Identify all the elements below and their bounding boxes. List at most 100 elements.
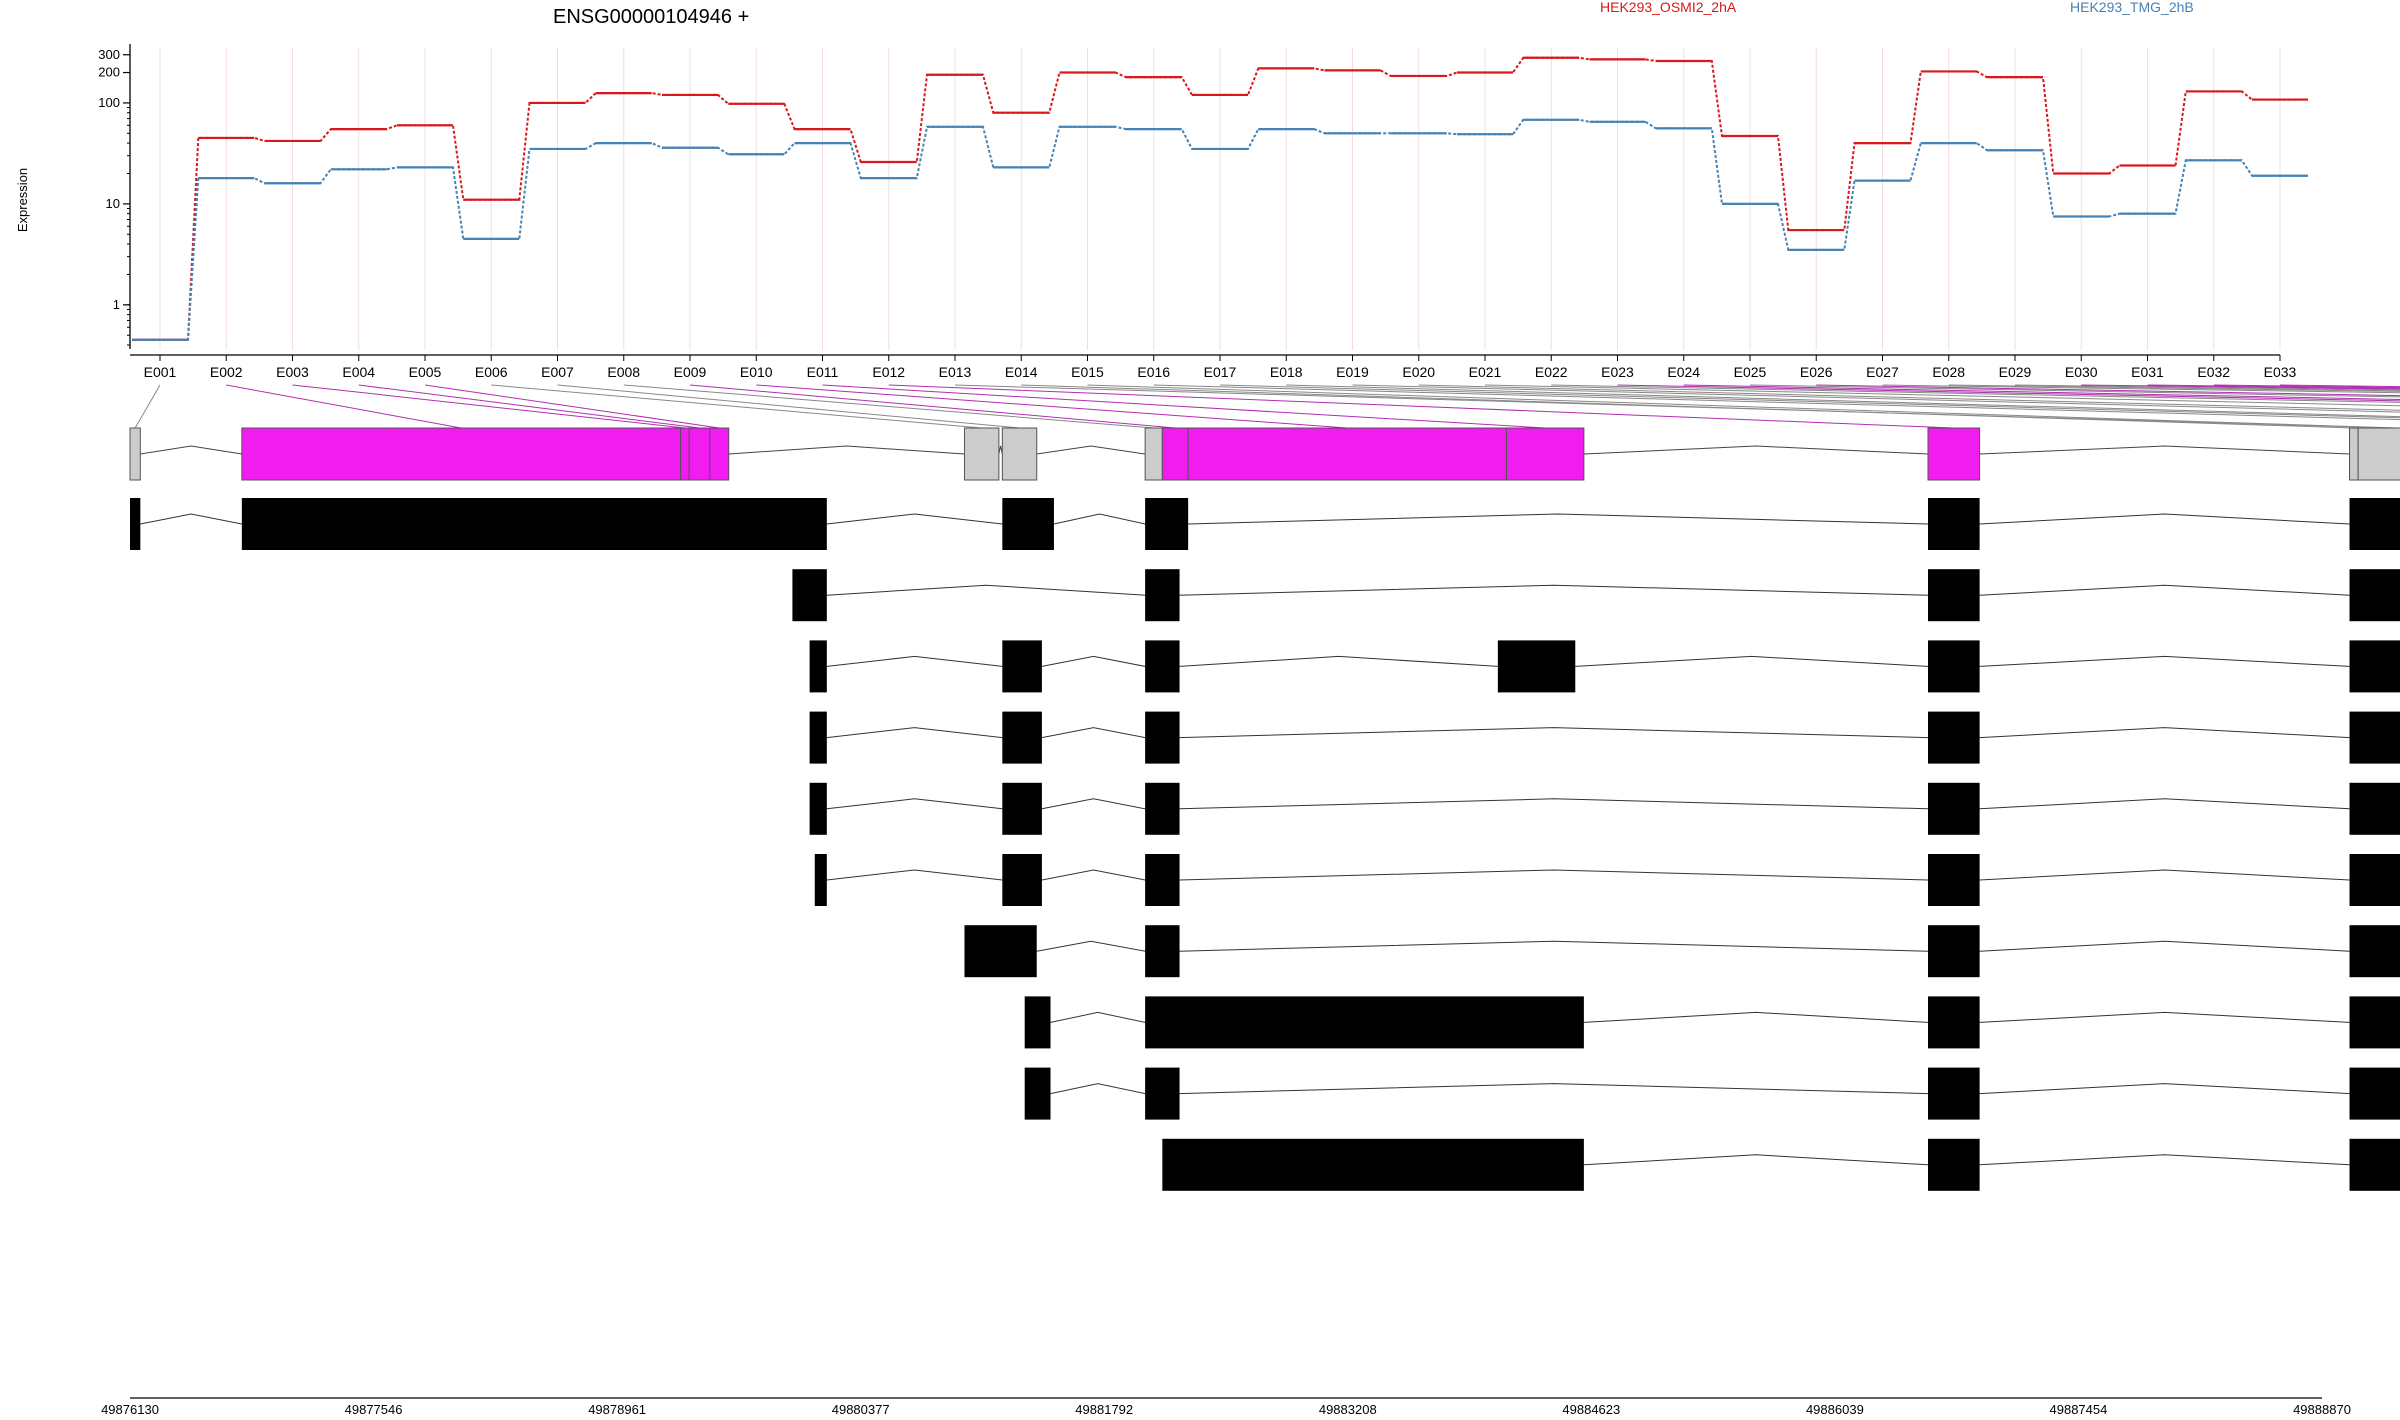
transcript-row [814, 854, 2400, 906]
exon-label: E032 [2197, 364, 2230, 380]
transcript-exon [1002, 640, 1042, 693]
transcript-exon [1497, 640, 1576, 693]
exon-connector [1551, 384, 2400, 403]
exon-model-row [129, 427, 2400, 481]
transcript-exon [2349, 569, 2400, 622]
exon-label: E033 [2264, 364, 2297, 380]
genomic-coordinate-axis: 49876130 49877546 49878961 49880377 49881792… [101, 1397, 2351, 1417]
exon-box [2357, 427, 2400, 481]
transcript-row [1162, 1138, 2400, 1191]
exon-label: E001 [144, 364, 177, 380]
exon-box [709, 427, 730, 481]
transcript-exon [2349, 854, 2400, 906]
coordinate-tick-label: 49884623 [1562, 1402, 1620, 1417]
exon-box [963, 427, 1000, 481]
exon-connector [1153, 384, 2400, 421]
exon-label: E005 [409, 364, 442, 380]
y-axis-label: Expression [15, 168, 30, 232]
exon-label: E016 [1137, 364, 1170, 380]
transcript-exon [1145, 498, 1189, 550]
transcript-intron [1583, 1011, 1929, 1023]
exon-connector [134, 384, 161, 429]
transcript-intron [1979, 798, 2350, 810]
transcript-intron [826, 655, 1003, 667]
transcript-intron [1041, 798, 1146, 810]
transcript-intron [1979, 1083, 2350, 1095]
transcript-intron [1979, 513, 2350, 525]
transcript-exon [1927, 1138, 1980, 1191]
transcript-intron [1050, 1011, 1146, 1023]
transcript-exon [1145, 711, 1180, 764]
transcript-intron [1979, 727, 2350, 739]
exon-label: E009 [674, 364, 707, 380]
y-tick-label: 200 [98, 65, 120, 80]
exon-connector [689, 384, 1176, 429]
transcript-intron [1179, 940, 1929, 952]
exon-label: E025 [1734, 364, 1767, 380]
transcript-exon [2349, 498, 2400, 550]
transcript-intron [1179, 584, 1929, 596]
transcript-intron [140, 513, 242, 525]
exon-connector [491, 384, 982, 429]
transcript-exon [2349, 640, 2400, 693]
transcript-rows [130, 498, 2400, 1191]
transcript-exon [1927, 569, 1980, 622]
transcript-exon [964, 925, 1037, 978]
series-line [132, 56, 2308, 341]
transcript-exon [1145, 854, 1180, 906]
coordinate-tick-label: 49883208 [1319, 1402, 1377, 1417]
transcript-intron [1583, 1154, 1929, 1166]
transcript-intron [1979, 655, 2350, 667]
transcript-exon [1145, 1067, 1180, 1120]
y-axis: 1 10 100 200 300 [98, 44, 131, 349]
transcript-exon [2349, 996, 2400, 1049]
exon-connector [226, 384, 462, 429]
series-line [132, 118, 2308, 341]
gridlines [159, 48, 2281, 350]
transcript-intron [1179, 1083, 1929, 1095]
intron-line [728, 445, 965, 455]
transcript-intron [826, 869, 1003, 881]
transcript-intron [826, 584, 1146, 596]
y-tick-label: 100 [98, 95, 120, 110]
transcript-intron [1979, 869, 2350, 881]
intron-line [1583, 445, 1929, 455]
exon-label: E028 [1932, 364, 1965, 380]
exon-connectors [134, 384, 2400, 429]
legend-series-2: HEK293_TMG_2hB [2070, 0, 2194, 15]
gene-title: ENSG00000104946 + [553, 6, 749, 28]
coordinate-tick-label: 49878961 [588, 1402, 646, 1417]
transcript-intron [1979, 1011, 2350, 1023]
intron-line [1036, 445, 1146, 455]
transcript-exon [814, 854, 827, 906]
transcript-intron [826, 798, 1003, 810]
transcript-intron [1036, 940, 1146, 952]
exon-connector [1352, 384, 2400, 413]
exon-label: E012 [872, 364, 905, 380]
transcript-intron [1979, 940, 2350, 952]
transcript-row [809, 640, 2400, 693]
exon-box [688, 427, 711, 481]
transcript-exon [1927, 854, 1980, 906]
exon-box [1927, 427, 1981, 481]
transcript-exon [1927, 1067, 1980, 1120]
transcript-exon [1002, 711, 1042, 764]
transcript-intron [1979, 584, 2350, 596]
exon-connector [424, 384, 720, 429]
y-tick-label: 10 [106, 196, 120, 211]
exon-connector [1683, 384, 2400, 400]
exon-box [1187, 427, 1507, 481]
exon-box [1144, 427, 1163, 481]
exon-connector [1219, 384, 2400, 419]
transcript-exon [1927, 640, 1980, 693]
exon-box [680, 427, 690, 481]
transcript-intron [1179, 727, 1929, 739]
transcript-exon [1927, 711, 1980, 764]
exon-connector [623, 384, 1154, 429]
transcript-intron [826, 513, 1003, 525]
transcript-exon [2349, 1067, 2400, 1120]
exon-connector [1816, 384, 2400, 397]
exon-connector [1286, 384, 2400, 418]
y-tick-label: 1 [113, 297, 120, 312]
